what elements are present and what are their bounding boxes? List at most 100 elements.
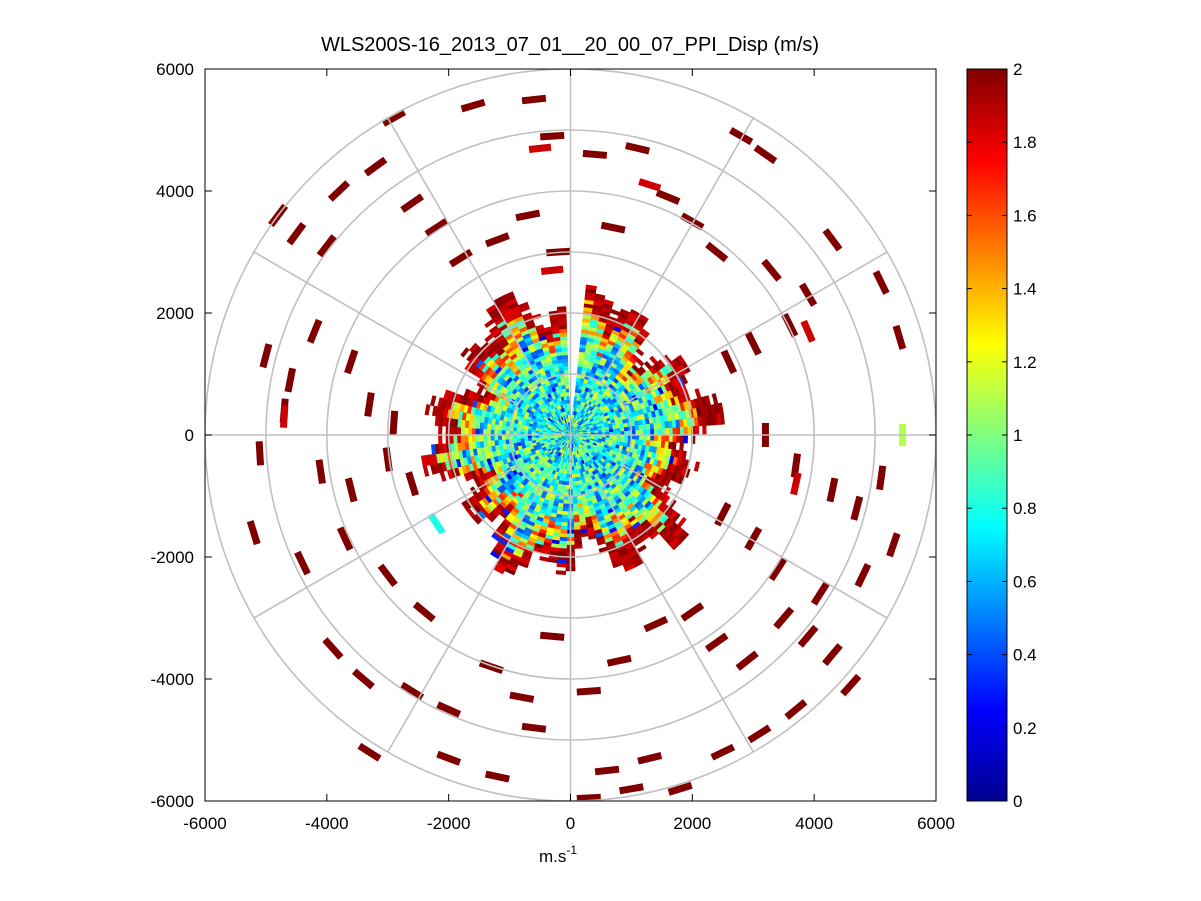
ppi-sparse-cell: [344, 477, 358, 503]
ppi-cell: [670, 464, 677, 473]
ppi-cell: [493, 429, 499, 436]
ppi-cell: [529, 330, 538, 337]
ppi-cell: [619, 329, 630, 337]
ppi-cell: [433, 462, 441, 474]
ppi-cell: [466, 352, 476, 362]
ppi-cell: [666, 534, 677, 545]
ppi-cell: [437, 462, 444, 473]
ppi-cell: [615, 497, 623, 505]
ppi-cell: [711, 393, 719, 405]
ppi-cell: [552, 486, 558, 492]
ppi-cell: [550, 321, 560, 327]
ppi-cell: [575, 377, 581, 382]
ppi-cell: [553, 482, 559, 488]
ppi-cell: [502, 443, 507, 450]
ppi-cell: [612, 368, 620, 376]
ppi-cell: [631, 340, 641, 349]
ppi-cell: [628, 532, 639, 541]
ppi-cell: [558, 385, 563, 390]
ppi-cell: [665, 428, 670, 436]
ppi-highlight-cell: [638, 178, 662, 192]
ppi-cell: [661, 428, 666, 436]
ppi-cell: [668, 510, 678, 521]
ppi-cell: [493, 373, 501, 382]
ppi-cell: [523, 492, 531, 499]
x-axis-label-exponent: -1: [566, 843, 577, 857]
ppi-cell: [516, 427, 521, 432]
ppi-cell: [488, 360, 498, 370]
ppi-cell: [556, 562, 567, 568]
ppi-cell: [524, 443, 530, 448]
ppi-cell: [494, 495, 503, 504]
ppi-cell: [496, 559, 509, 568]
ppi-cell: [486, 485, 494, 494]
ppi-cell: [575, 384, 580, 390]
ppi-cell: [603, 533, 612, 540]
ppi-cell: [615, 444, 620, 449]
ppi-cell: [665, 508, 675, 518]
ppi-cell: [604, 450, 610, 456]
ppi-cell: [521, 377, 529, 384]
ppi-sparse-cell: [389, 410, 399, 436]
ppi-cell: [675, 419, 681, 428]
ppi-cell: [645, 492, 654, 502]
ppi-cell: [575, 488, 581, 493]
ppi-cell: [491, 328, 502, 337]
ppi-cell: [676, 394, 684, 404]
ppi-cell: [561, 381, 566, 386]
ppi-cell: [618, 420, 624, 425]
ppi-cell: [560, 529, 568, 534]
ppi-cell: [621, 557, 632, 565]
ppi-sparse-cell: [509, 691, 535, 703]
ppi-cell: [534, 542, 544, 550]
ppi-cell: [677, 516, 687, 528]
ppi-cell: [611, 443, 617, 448]
ppi-cell: [471, 461, 478, 471]
ppi-cell: [634, 425, 640, 431]
ppi-sparse-cell: [363, 156, 388, 177]
ppi-cell: [521, 368, 529, 376]
ppi-cell: [594, 419, 600, 425]
ppi-cell: [623, 509, 632, 518]
ppi-cell: [626, 333, 637, 341]
ppi-cell: [442, 443, 448, 454]
ppi-cell: [657, 501, 666, 511]
ppi-cell: [644, 468, 651, 477]
ppi-cell: [598, 503, 606, 510]
ppi-cell: [490, 418, 497, 425]
ppi-cell: [504, 567, 516, 576]
ppi-cell: [560, 472, 564, 478]
ppi-cell: [667, 390, 674, 399]
ppi-cell: [647, 470, 655, 479]
ppi-cell: [555, 513, 563, 519]
ppi-cell: [657, 428, 662, 436]
ppi-cell: [556, 459, 561, 465]
ppi-cell: [643, 360, 653, 370]
ppi-cell: [453, 418, 459, 428]
ppi-cell: [638, 313, 649, 323]
ppi-cell: [632, 323, 643, 332]
ppi-cell: [638, 424, 644, 431]
ppi-cell: [521, 421, 526, 426]
ppi-cell: [579, 393, 584, 398]
ppi-cell: [674, 473, 681, 483]
ppi-cell: [559, 495, 565, 501]
ppi-cell: [628, 389, 636, 397]
ppi-cell: [671, 420, 677, 429]
ppi-sparse-cell: [704, 632, 729, 653]
ppi-cell: [554, 458, 559, 464]
ppi-cell: [619, 384, 627, 391]
ppi-cell: [574, 477, 579, 482]
ppi-cell: [644, 445, 651, 452]
ppi-cell: [429, 395, 437, 407]
ppi-sparse-cell: [826, 477, 839, 503]
ppi-cell: [623, 372, 631, 380]
ppi-cell: [643, 462, 650, 470]
ppi-cell: [559, 328, 568, 334]
ppi-cell: [551, 505, 559, 511]
ppi-cell: [640, 413, 646, 421]
ppi-cell: [676, 466, 684, 476]
ppi-cell: [531, 450, 537, 456]
ppi-cell: [650, 471, 658, 480]
ppi-cell: [495, 449, 501, 457]
